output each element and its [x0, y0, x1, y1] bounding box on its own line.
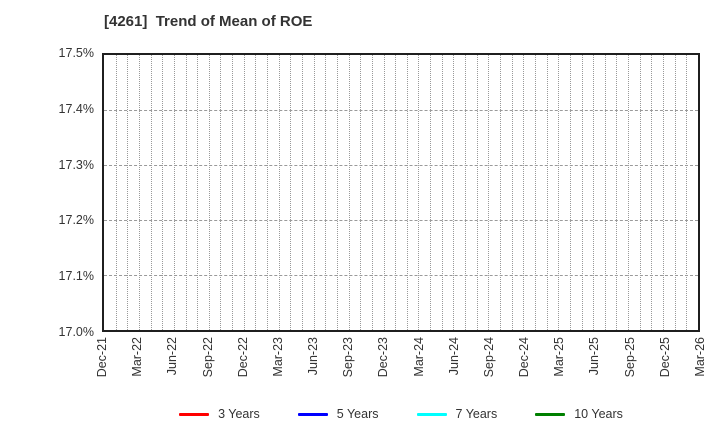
vertical-gridline: [197, 55, 199, 330]
y-tick-label: 17.3%: [58, 157, 94, 172]
horizontal-gridline: [104, 165, 698, 166]
vertical-gridline: [395, 55, 397, 330]
legend-item: 10 Years: [535, 407, 623, 421]
legend-item: 7 Years: [416, 407, 498, 421]
x-tick-label: Dec-25: [657, 337, 672, 378]
x-tick-label: Sep-23: [341, 337, 356, 378]
plot-area: [102, 53, 700, 332]
vertical-gridline: [546, 55, 548, 330]
vertical-gridline: [267, 55, 269, 330]
x-tick-label: Jun-25: [587, 337, 602, 376]
y-tick-label: 17.4%: [58, 101, 94, 116]
horizontal-gridline: [104, 275, 698, 276]
vertical-gridline: [604, 55, 606, 330]
vertical-gridline: [150, 55, 152, 330]
vertical-gridline: [628, 55, 630, 330]
vertical-gridline: [441, 55, 443, 330]
legend-line-swatch: [535, 412, 566, 416]
vertical-gridline: [173, 55, 175, 330]
x-tick-label: Mar-24: [411, 337, 426, 377]
legend-line-swatch: [179, 412, 210, 416]
legend: 3 Years 5 Years 7 Years 10 Years: [102, 407, 700, 421]
y-tick-label: 17.5%: [58, 46, 94, 60]
vertical-gridline: [313, 55, 315, 330]
x-tick-label: Jun-24: [446, 337, 461, 376]
vertical-gridline: [465, 55, 467, 330]
vertical-gridline: [325, 55, 327, 330]
x-tick-label: Sep-25: [622, 337, 637, 378]
x-tick-label: Mar-23: [270, 337, 285, 377]
vertical-gridline: [558, 55, 560, 330]
y-tick-label: 17.2%: [58, 213, 94, 228]
x-tick-label: Mar-26: [693, 337, 707, 377]
legend-item: 5 Years: [297, 407, 379, 421]
vertical-gridline: [511, 55, 513, 330]
vertical-gridline: [616, 55, 618, 330]
x-tick-label: Sep-22: [200, 337, 215, 378]
vertical-gridline: [406, 55, 408, 330]
vertical-gridline: [127, 55, 129, 330]
legend-line-swatch: [416, 412, 447, 416]
legend-item: 3 Years: [179, 407, 260, 421]
chart-title: [4261] Trend of Mean of ROE: [104, 13, 313, 30]
vertical-gridline: [360, 55, 362, 330]
vertical-gridline: [243, 55, 245, 330]
legend-label: 5 Years: [336, 407, 379, 421]
vertical-gridline: [232, 55, 234, 330]
horizontal-gridline: [104, 110, 698, 111]
x-tick-label: Dec-23: [376, 337, 391, 378]
x-tick-label: Sep-24: [481, 337, 496, 378]
vertical-gridline: [639, 55, 641, 330]
x-tick-label: Mar-22: [130, 337, 145, 377]
vertical-gridline: [138, 55, 140, 330]
vertical-gridline: [430, 55, 432, 330]
vertical-gridline: [290, 55, 292, 330]
vertical-gridline: [453, 55, 455, 330]
vertical-gridline: [488, 55, 490, 330]
vertical-gridline: [115, 55, 117, 330]
vertical-gridline: [651, 55, 653, 330]
vertical-gridline: [220, 55, 222, 330]
vertical-gridline: [371, 55, 373, 330]
vertical-gridline: [686, 55, 688, 330]
horizontal-gridline: [104, 220, 698, 221]
x-tick-label: Mar-25: [552, 337, 567, 377]
vertical-gridline: [278, 55, 280, 330]
vertical-gridline: [383, 55, 385, 330]
vertical-gridline: [476, 55, 478, 330]
x-tick-label: Jun-23: [306, 337, 321, 376]
vertical-gridline: [208, 55, 210, 330]
legend-line-swatch: [297, 412, 328, 416]
x-tick-label: Dec-22: [235, 337, 250, 378]
legend-label: 3 Years: [218, 407, 260, 421]
vertical-gridline: [523, 55, 525, 330]
vertical-gridline: [581, 55, 583, 330]
vertical-gridline: [534, 55, 536, 330]
vertical-gridline: [255, 55, 257, 330]
x-tick-label: Jun-22: [165, 337, 180, 376]
x-tick-label: Dec-24: [517, 337, 532, 378]
legend-label: 10 Years: [574, 407, 623, 421]
vertical-gridline: [302, 55, 303, 330]
vertical-gridline: [500, 55, 501, 330]
vertical-gridline: [593, 55, 595, 330]
vertical-gridline: [418, 55, 420, 330]
y-tick-label: 17.0%: [58, 325, 94, 339]
vertical-gridline: [162, 55, 164, 330]
legend-label: 7 Years: [455, 407, 498, 421]
x-tick-label: Dec-21: [95, 337, 109, 378]
vertical-gridline: [569, 55, 571, 330]
y-tick-label: 17.1%: [58, 269, 94, 284]
vertical-gridline: [674, 55, 676, 330]
vertical-gridline: [348, 55, 350, 330]
vertical-gridline: [185, 55, 187, 330]
vertical-gridline: [336, 55, 338, 330]
vertical-gridline: [663, 55, 665, 330]
